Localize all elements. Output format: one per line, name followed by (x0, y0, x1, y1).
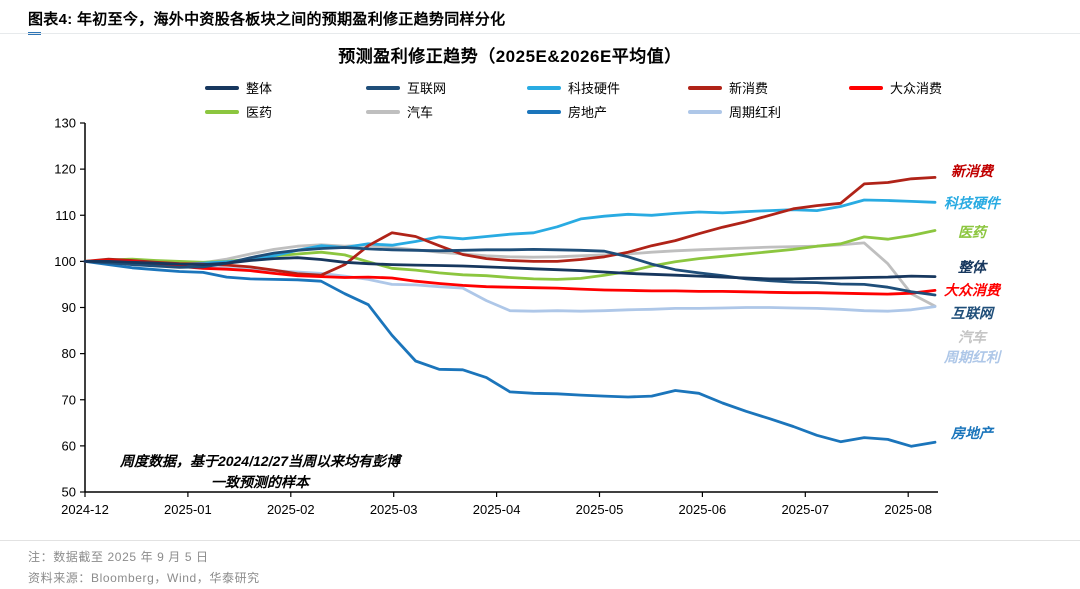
chart-footer: 注：数据截至 2025 年 9 月 5 日 资料来源：Bloomberg，Win… (0, 540, 1080, 589)
x-axis-tick-label: 2025-04 (473, 502, 521, 517)
legend-swatch-cyclical-dividend (688, 109, 722, 114)
legend-item-internet: 互联网 (366, 78, 527, 97)
series-end-label-pharma: 医药 (958, 224, 986, 241)
x-axis-tick-label: 2025-05 (576, 502, 624, 517)
legend-label-pharma: 医药 (246, 105, 273, 120)
series-line-overall (83, 256, 937, 281)
legend-item-tech-hardware: 科技硬件 (527, 78, 688, 97)
series-end-label-internet: 互联网 (951, 304, 993, 321)
x-axis-tick-label: 2025-08 (884, 502, 932, 517)
y-axis-tick-label: 120 (54, 162, 76, 177)
y-axis-tick-label: 110 (55, 208, 76, 223)
legend-swatch-mass-consumption (849, 85, 883, 90)
figure-header: 图表4: 年初至今，海外中资股各板块之间的预期盈利修正趋势同样分化 (28, 11, 506, 28)
legend-label-auto: 汽车 (407, 105, 434, 120)
legend-swatch-real-estate (527, 109, 561, 114)
legend-label-new-consumption: 新消费 (729, 81, 769, 96)
footer-source: 资料来源：Bloomberg，Wind，华泰研究 (28, 571, 260, 585)
legend-label-overall: 整体 (246, 81, 273, 96)
chart-title: 预测盈利修正趋势（2025E&2026E平均值） (338, 47, 682, 66)
x-axis-tick-label: 2024-12 (61, 502, 109, 517)
y-axis-tick-label: 130 (54, 116, 76, 131)
plot-annotation-line1: 周度数据，基于2024/12/27当周以来均有彭博 (119, 453, 401, 469)
legend-item-overall: 整体 (205, 78, 366, 97)
series-line-tech-hardware (83, 198, 937, 266)
series-line-real-estate (83, 259, 937, 448)
legend-swatch-overall (205, 85, 239, 90)
series-line-mass-consumption (83, 259, 937, 296)
x-axis-tick-label: 2025-06 (679, 502, 727, 517)
y-axis-tick-label: 80 (62, 346, 76, 361)
legend-swatch-internet (366, 85, 400, 90)
legend-label-real-estate: 房地产 (568, 105, 608, 120)
y-axis-tick-label: 50 (62, 485, 76, 500)
legend-item-new-consumption: 新消费 (688, 78, 849, 97)
series-end-label-tech-hardware: 科技硬件 (944, 194, 1000, 211)
series-end-label-new-consumption: 新消费 (951, 163, 993, 180)
series-end-label-overall: 整体 (958, 259, 986, 276)
x-axis-tick-label: 2025-01 (164, 502, 212, 517)
series-end-label-cyclical-dividend: 周期红利 (944, 348, 1000, 365)
x-axis-tick-label: 2025-07 (781, 502, 829, 517)
legend-swatch-auto (366, 109, 400, 114)
legend-item-auto: 汽车 (366, 102, 527, 121)
y-axis-tick-label: 90 (62, 300, 76, 315)
legend-item-cyclical-dividend: 周期红利 (688, 102, 849, 121)
series-line-internet (83, 246, 937, 297)
legend-swatch-new-consumption (688, 85, 722, 90)
series-end-label-real-estate: 房地产 (951, 425, 993, 442)
legend-label-internet: 互联网 (407, 81, 447, 96)
series-end-label-mass-consumption: 大众消费 (944, 281, 1000, 298)
legend-swatch-pharma (205, 109, 239, 114)
legend-swatch-tech-hardware (527, 85, 561, 90)
header-divider (0, 33, 1080, 34)
legend-item-mass-consumption: 大众消费 (849, 78, 1010, 97)
legend-label-cyclical-dividend: 周期红利 (729, 105, 782, 120)
series-line-cyclical-dividend (83, 259, 937, 313)
legend-item-pharma: 医药 (205, 102, 366, 121)
series-line-pharma (83, 229, 937, 281)
legend-item-real-estate: 房地产 (527, 102, 688, 121)
y-axis-tick-label: 60 (62, 438, 76, 453)
footer-note: 注：数据截至 2025 年 9 月 5 日 (28, 550, 209, 564)
series-line-auto (83, 241, 937, 308)
x-axis-tick-label: 2025-02 (267, 502, 315, 517)
series-line-new-consumption (83, 175, 937, 277)
series-end-label-auto: 汽车 (958, 329, 986, 346)
x-axis-tick-label: 2025-03 (370, 502, 418, 517)
plot-annotation-note: 周度数据，基于2024/12/27当周以来均有彭博 一致预测的样本 (90, 451, 430, 493)
legend-label-tech-hardware: 科技硬件 (568, 81, 621, 96)
legend-label-mass-consumption: 大众消费 (890, 81, 943, 96)
plot-annotation-line2: 一致预测的样本 (211, 474, 309, 490)
y-axis-tick-label: 70 (62, 392, 76, 407)
chart-legend: 整体 互联网 科技硬件 新消费 大众消费医药 汽车 房地产 周期红利 (205, 78, 1010, 121)
y-axis-tick-label: 100 (54, 254, 76, 269)
